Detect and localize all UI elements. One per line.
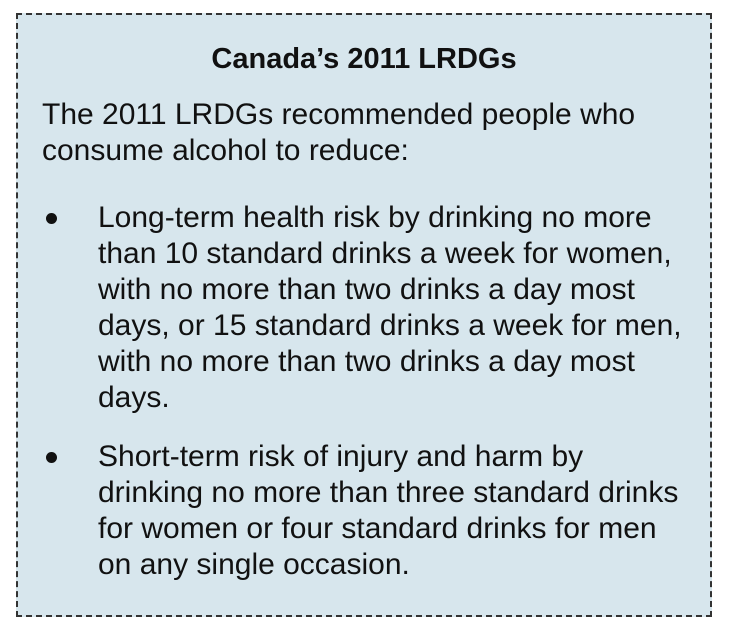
- bullet-icon: [46, 452, 57, 463]
- bullet-item-short-term: Short-term risk of injury and harm by dr…: [42, 439, 696, 583]
- box-title: Canada’s 2011 LRDGs: [211, 43, 517, 75]
- intro-text: The 2011 LRDGs recommended people who co…: [42, 98, 636, 167]
- info-box: Canada’s 2011 LRDGs The 2011 LRDGs recom…: [16, 13, 712, 617]
- bullet-list: Long-term health risk by drinking no mor…: [42, 200, 696, 583]
- bullet-text: Long-term health risk by drinking no mor…: [98, 201, 682, 414]
- bullet-icon: [46, 213, 57, 224]
- bullet-text: Short-term risk of injury and harm by dr…: [98, 440, 679, 581]
- bullet-item-long-term: Long-term health risk by drinking no mor…: [42, 200, 696, 416]
